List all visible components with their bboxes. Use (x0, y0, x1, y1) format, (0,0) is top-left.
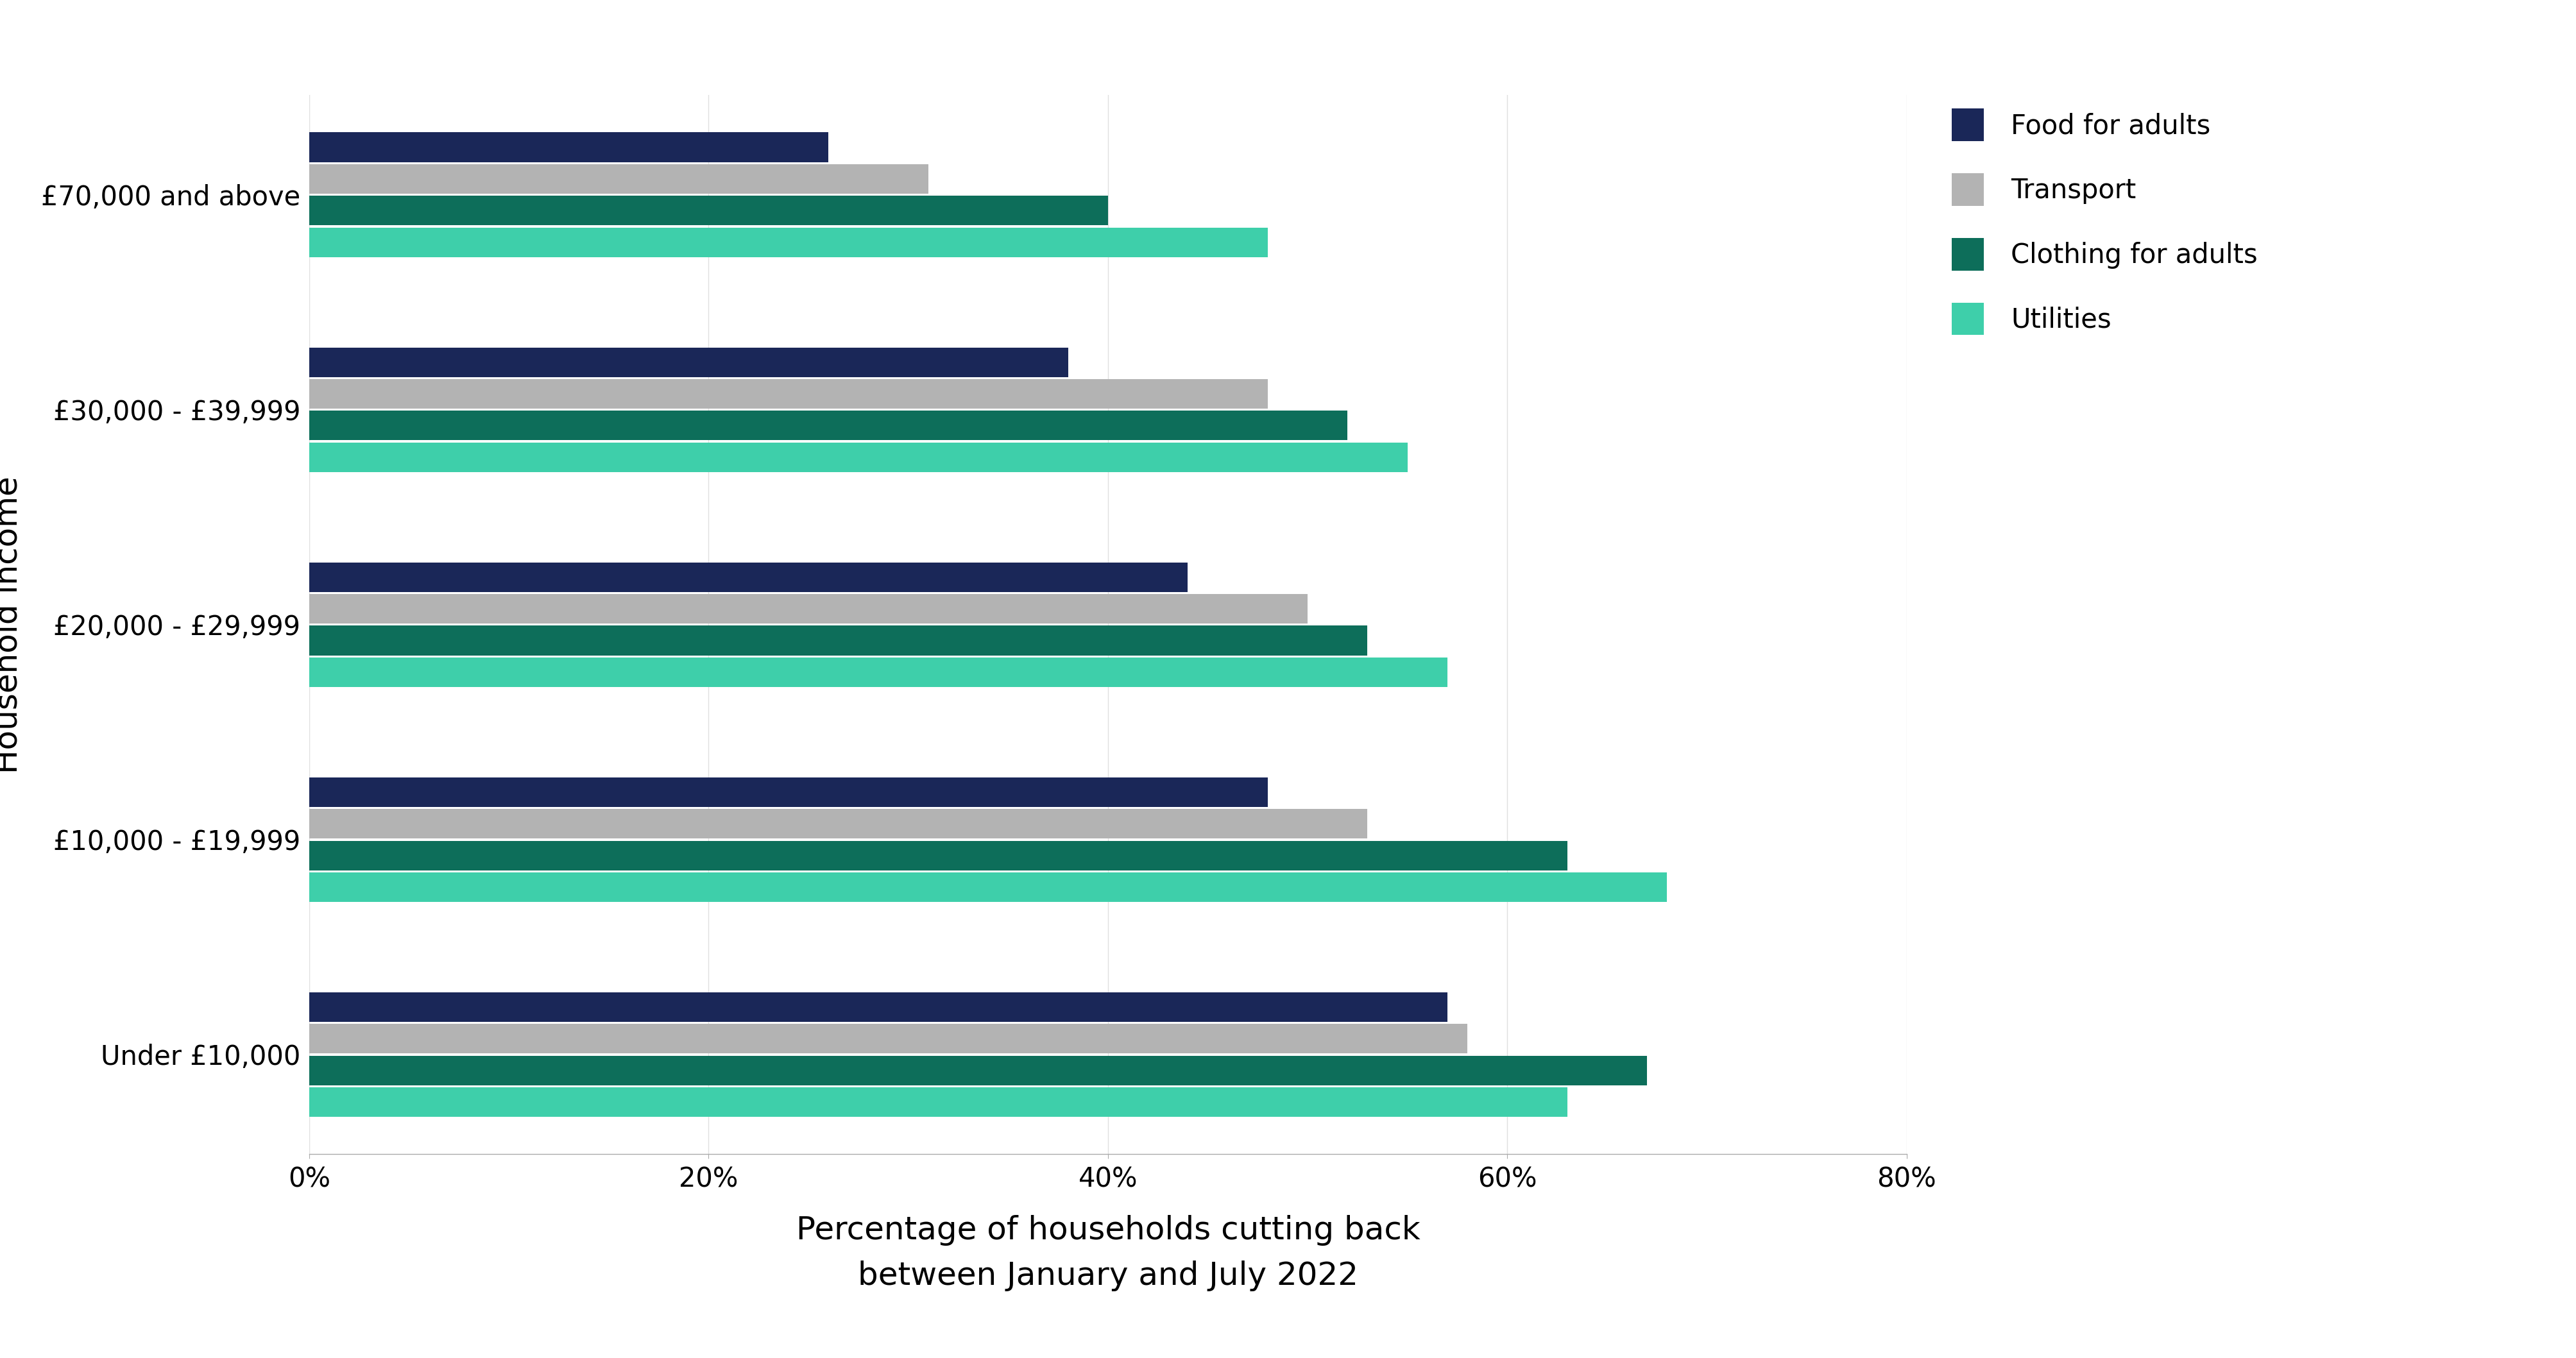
Bar (309, 164, 927, 194)
Bar (309, 657, 1448, 687)
Bar (309, 348, 1066, 378)
Legend: Food for adults, Transport, Clothing for adults, Utilities: Food for adults, Transport, Clothing for… (1953, 109, 2257, 335)
Y-axis label: Household income: Household income (0, 475, 23, 774)
Bar (309, 809, 1368, 838)
Bar (309, 841, 1566, 870)
Bar (309, 993, 1448, 1021)
Bar (309, 443, 1406, 473)
Bar (309, 228, 1267, 257)
Bar (309, 562, 1188, 592)
Bar (309, 411, 1347, 440)
Bar (309, 1055, 1646, 1085)
Bar (309, 593, 1309, 623)
Bar (309, 777, 1267, 807)
X-axis label: Percentage of households cutting back
between January and July 2022: Percentage of households cutting back be… (796, 1215, 1419, 1291)
Bar (309, 133, 829, 162)
Bar (309, 872, 1667, 902)
Bar (309, 1024, 1468, 1054)
Bar (309, 1088, 1566, 1116)
Bar (309, 379, 1267, 409)
Bar (309, 196, 1108, 225)
Bar (309, 626, 1368, 656)
